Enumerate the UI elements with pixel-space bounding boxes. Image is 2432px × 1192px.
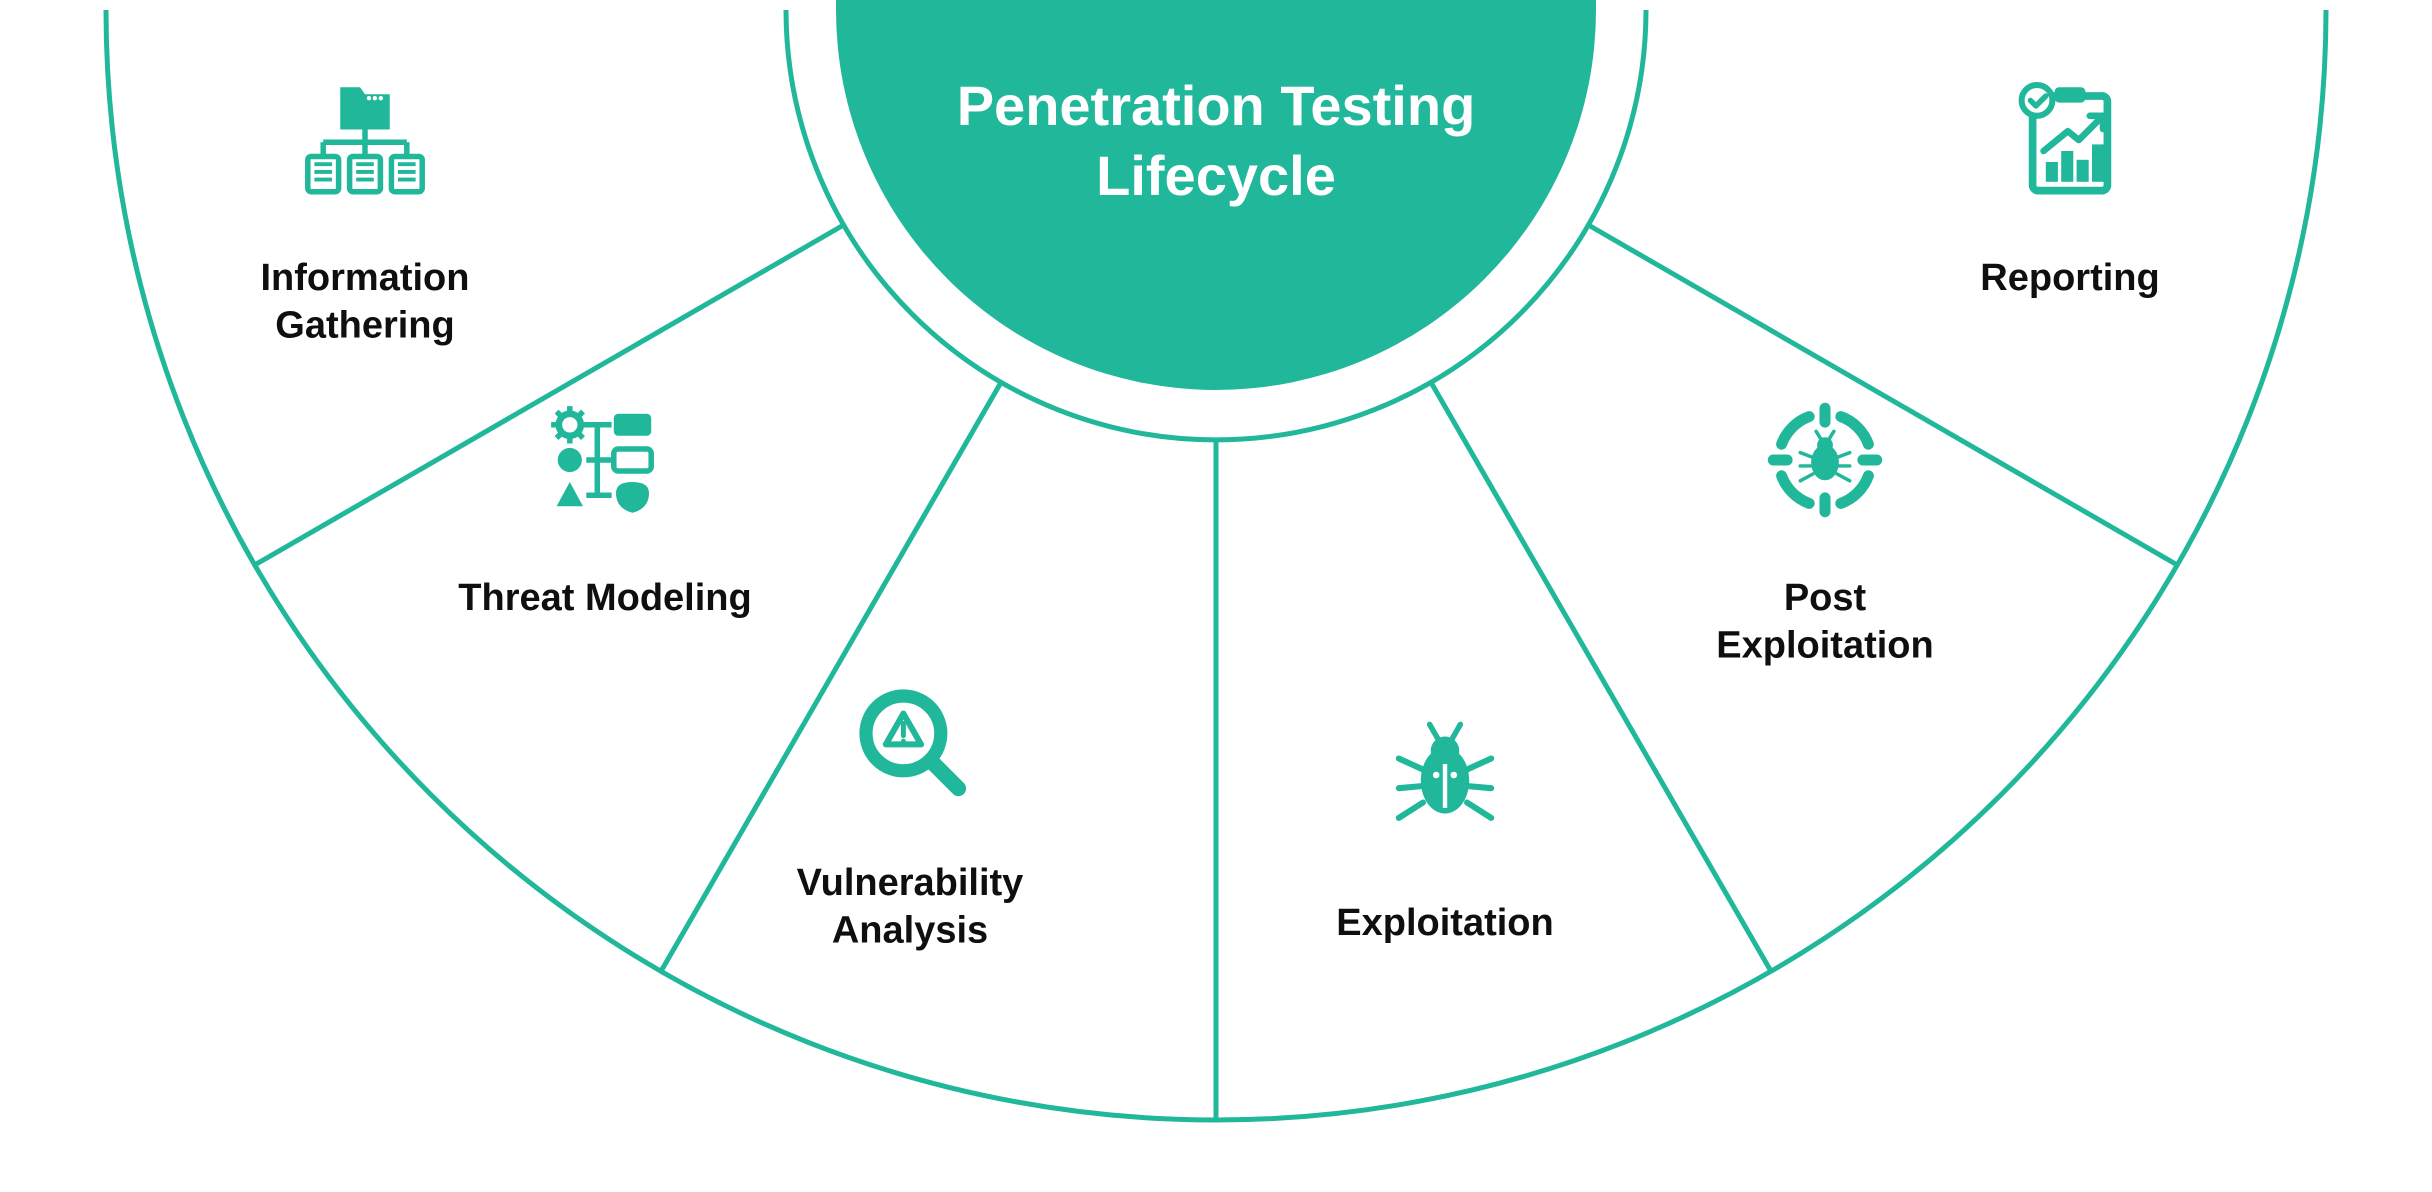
vulnerability-analysis-label-line2: Analysis [832,910,988,952]
spoke-3 [1431,382,1771,971]
threat-modeling-label-line1: Threat Modeling [458,577,751,619]
exploitation-label-line1: Exploitation [1336,902,1553,944]
post-exploitation-label-line1: Post [1784,577,1867,619]
core-top-fill [836,0,1596,11]
title-line1: Penetration Testing [957,74,1476,137]
vulnerability-analysis-icon [866,696,958,788]
post-exploitation-label-line2: Exploitation [1716,625,1933,667]
title-line2: Lifecycle [1096,144,1336,207]
vulnerability-analysis-label-line1: Vulnerability [797,862,1024,904]
information-gathering-label-line1: Information [261,257,470,299]
threat-modeling-icon [551,406,651,513]
exploitation-icon [1399,724,1491,818]
information-gathering-label-line2: Gathering [275,305,454,347]
post-exploitation-icon [1773,408,1876,511]
information-gathering-icon [308,87,422,192]
reporting-icon [2022,85,2108,191]
reporting-label-line1: Reporting [1980,257,2159,299]
pentest-lifecycle-diagram: Penetration Testing Lifecycle Information… [0,0,2432,1192]
